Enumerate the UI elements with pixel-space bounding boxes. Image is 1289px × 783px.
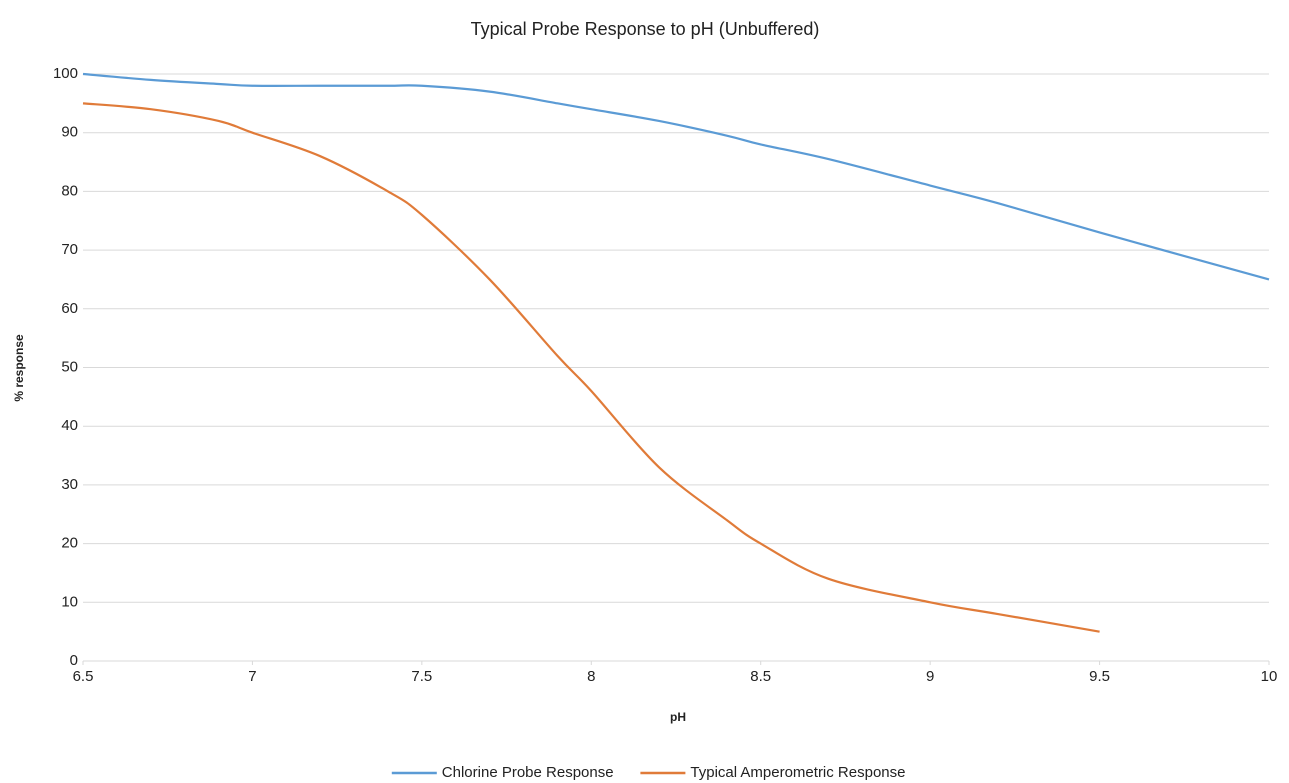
legend-label: Typical Amperometric Response — [690, 764, 905, 781]
y-tick-label: 30 — [61, 476, 78, 493]
y-tick-label: 100 — [53, 65, 78, 82]
x-tick-label: 8 — [587, 668, 595, 685]
x-tick-label: 10 — [1261, 668, 1278, 685]
y-tick-label: 70 — [61, 241, 78, 258]
x-tick-label: 9 — [926, 668, 934, 685]
legend-label: Chlorine Probe Response — [442, 764, 614, 781]
series-line — [82, 72, 1270, 281]
y-tick-label: 60 — [61, 300, 78, 317]
chart-title: Typical Probe Response to pH (Unbuffered… — [471, 19, 820, 39]
x-tick-label: 6.5 — [73, 668, 94, 685]
x-axis-label: pH — [670, 710, 686, 724]
y-tick-label: 0 — [70, 652, 78, 669]
y-axis-label: % response — [12, 334, 26, 402]
y-tick-label: 90 — [61, 124, 78, 141]
x-tick-label: 8.5 — [750, 668, 771, 685]
x-tick-label: 7.5 — [411, 668, 432, 685]
y-tick-label: 20 — [61, 535, 78, 552]
y-tick-label: 50 — [61, 358, 78, 375]
x-tick-label: 9.5 — [1089, 668, 1110, 685]
x-tick-label: 7 — [248, 668, 256, 685]
y-tick-label: 40 — [61, 417, 78, 434]
y-tick-label: 10 — [61, 593, 78, 610]
y-tick-label: 80 — [61, 182, 78, 199]
series-line — [82, 102, 1100, 633]
